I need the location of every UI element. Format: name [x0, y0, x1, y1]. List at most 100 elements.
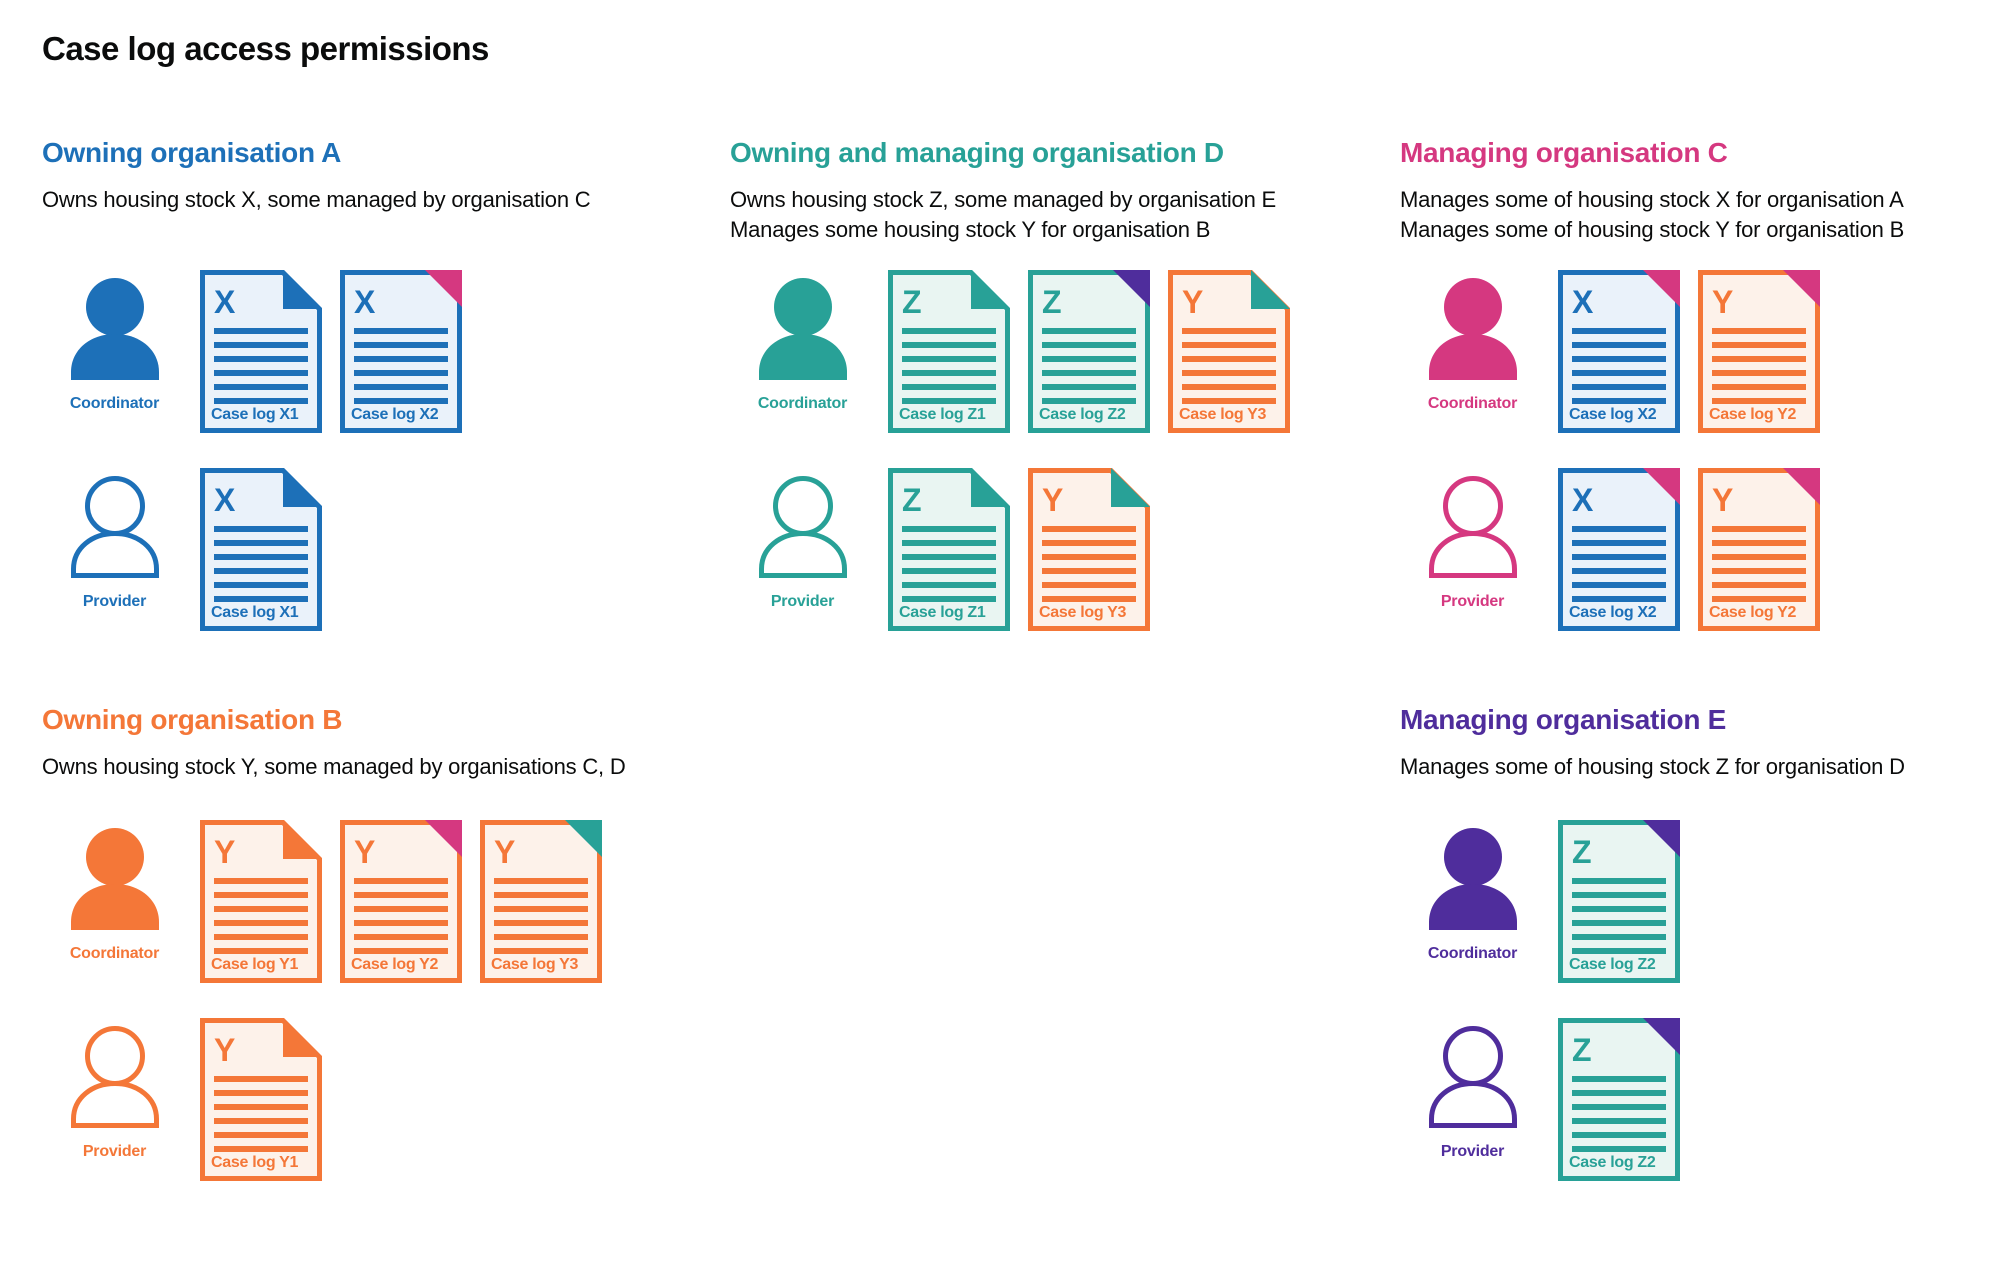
doc-stock-letter: Z [902, 482, 922, 518]
doc-text-line [1572, 1076, 1666, 1082]
doc-text-line [1712, 384, 1806, 390]
case-log-document-icon: Z Case log Z2 [1558, 1018, 1680, 1181]
permission-rows: Coordinator X Case log X1 X Case log X2 Provi… [42, 270, 462, 666]
doc-label: Case log Y2 [1709, 406, 1797, 423]
doc-stock-letter: X [214, 482, 236, 518]
doc-text-line [214, 526, 308, 532]
folded-corner-icon [283, 1018, 322, 1057]
doc-label: Case log Y2 [1709, 604, 1797, 621]
permission-rows: Coordinator Z Case log Z1 Z Case log Z2 Y Case… [730, 270, 1290, 666]
doc-outline [1028, 468, 1150, 631]
doc-stock-letter: Z [1572, 1032, 1592, 1068]
section-title: Managing organisation C [1400, 137, 1728, 168]
doc-stock-letter: Y [1042, 482, 1063, 518]
doc-label: Case log Y3 [491, 956, 579, 973]
case-log-document-icon: Y Case log Y3 [1028, 468, 1150, 631]
person-body [758, 334, 847, 380]
doc-text-line [494, 892, 588, 898]
doc-text-line [214, 370, 308, 376]
doc-outline [1558, 270, 1680, 433]
doc-outline [480, 820, 602, 983]
person-head [1442, 1026, 1503, 1086]
doc-text-line [214, 1118, 308, 1124]
folded-corner-icon [1643, 1018, 1680, 1055]
doc-outline [1168, 270, 1290, 433]
section-description: Manages some of housing stock X for orga… [1400, 185, 2000, 245]
doc-text-line [1712, 356, 1806, 362]
case-log-docs: Z Case log Z1 Z Case log Z2 Y Case log Y3 [888, 270, 1290, 433]
doc-outline [888, 468, 1010, 631]
doc-text-line [1042, 568, 1136, 574]
doc-text-line [214, 582, 308, 588]
doc-text-line [354, 892, 448, 898]
doc-text-line [1182, 328, 1276, 334]
doc-stock-letter: Z [902, 284, 922, 320]
doc-text-line [354, 878, 448, 884]
section-description: Owns housing stock Z, some managed by or… [730, 185, 1390, 245]
case-log-document-icon: X Case log X1 [200, 270, 322, 433]
doc-text-line [1572, 1132, 1666, 1138]
section-description-line: Manages some of housing stock Y for orga… [1400, 217, 1905, 242]
doc-case-log-y2: Y Case log Y2 [1698, 270, 1820, 433]
doc-text-line [1712, 342, 1806, 348]
section-description-line: Owns housing stock Z, some managed by or… [730, 187, 1277, 212]
doc-text-line [214, 1076, 308, 1082]
coordinator-row: Coordinator X Case log X2 Y Case log Y2 [1400, 270, 1820, 433]
doc-text-line [1182, 398, 1276, 404]
doc-text-line [1572, 596, 1666, 602]
doc-case-log-y1: Y Case log Y1 [200, 1018, 322, 1181]
case-log-docs: X Case log X1 [200, 468, 322, 631]
coordinator-person-icon [70, 828, 159, 930]
folded-corner-icon [283, 820, 322, 859]
provider-person: Provider [730, 468, 875, 611]
doc-text-line [902, 342, 996, 348]
doc-text-line [1572, 582, 1666, 588]
doc-text-line [354, 398, 448, 404]
person-role-label: Coordinator [1427, 395, 1518, 412]
case-log-document-icon: Y Case log Y2 [1698, 270, 1820, 433]
doc-text-line [214, 878, 308, 884]
person-head [85, 278, 144, 336]
doc-stock-letter: Y [214, 834, 235, 870]
doc-stock-letter: Y [1182, 284, 1203, 320]
doc-label: Case log Z2 [1039, 406, 1126, 423]
doc-text-line [1712, 540, 1806, 546]
doc-text-line [902, 356, 996, 362]
doc-case-log-x1: X Case log X1 [200, 270, 322, 433]
doc-text-line [1042, 540, 1136, 546]
case-log-document-icon: Y Case log Y2 [1698, 468, 1820, 631]
doc-text-line [214, 934, 308, 940]
section-title: Owning organisation A [42, 137, 342, 168]
case-log-docs: X Case log X2 Y Case log Y2 [1558, 270, 1820, 433]
doc-label: Case log Y1 [211, 1154, 299, 1171]
doc-outline [200, 270, 322, 433]
case-log-document-icon: Y Case log Y1 [200, 820, 322, 983]
folded-corner-icon [283, 468, 322, 507]
doc-text-line [354, 934, 448, 940]
folded-corner-icon [425, 270, 462, 307]
doc-text-line [1182, 384, 1276, 390]
provider-row: Provider Z Case log Z1 Y Case log Y3 [730, 468, 1290, 631]
doc-text-line [354, 920, 448, 926]
provider-row: Provider X Case log X1 [42, 468, 462, 631]
doc-text-line [1042, 582, 1136, 588]
doc-text-line [214, 906, 308, 912]
coordinator-row: Coordinator Z Case log Z1 Z Case log Z2 Y Case… [730, 270, 1290, 433]
case-log-document-icon: Y Case log Y3 [480, 820, 602, 983]
person-body [1428, 884, 1517, 930]
doc-text-line [214, 554, 308, 560]
doc-text-line [902, 568, 996, 574]
doc-case-log-z1: Z Case log Z1 [888, 468, 1010, 631]
doc-text-line [1042, 384, 1136, 390]
page-title: Case log access permissions [42, 30, 489, 67]
doc-stock-letter: Z [1572, 834, 1592, 870]
provider-person: Provider [42, 468, 187, 611]
provider-row: Provider Y Case log Y1 [42, 1018, 602, 1181]
doc-label: Case log X2 [1569, 604, 1657, 621]
doc-text-line [1572, 906, 1666, 912]
doc-text-line [214, 568, 308, 574]
case-log-docs: Z Case log Z1 Y Case log Y3 [888, 468, 1150, 631]
doc-text-line [1572, 356, 1666, 362]
doc-text-line [1042, 398, 1136, 404]
